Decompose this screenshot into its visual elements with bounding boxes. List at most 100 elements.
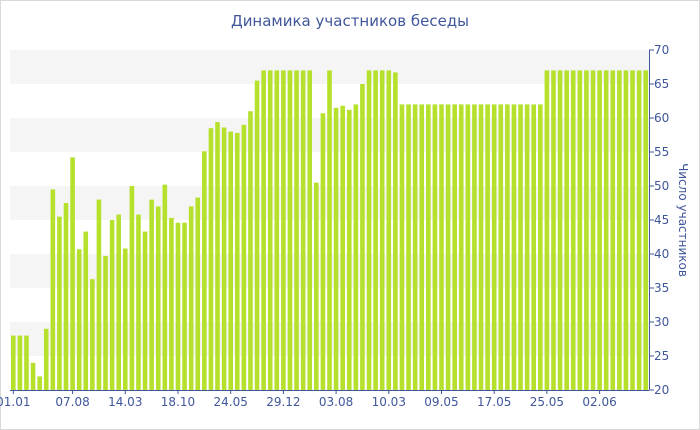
bar [267,70,273,391]
bar [234,132,240,390]
bar [485,104,490,391]
x-tick-label: 07.08 [55,395,89,409]
bar [458,104,464,391]
bar [439,104,444,391]
y-tick-label: 35 [654,281,669,295]
chart-title: Динамика участников беседы [230,12,470,30]
bar [386,70,392,391]
bar [90,279,95,390]
bar [353,104,359,391]
bar [346,109,352,390]
bar [511,104,517,391]
bar [373,70,378,391]
bar [432,104,438,391]
y-tick-label: 65 [654,77,669,91]
y-tick-label: 25 [654,349,669,363]
y-tick-label: 20 [654,383,669,397]
y-tick-label: 40 [654,247,669,261]
x-tick-label: 09.05 [424,395,458,409]
y-tick-label: 30 [654,315,669,329]
bar [50,189,56,390]
bar [445,104,451,391]
bar [564,70,569,391]
bar [544,70,550,391]
bar [577,70,583,391]
bar [57,216,62,390]
bar [43,328,49,390]
y-axis-label: Число участников [676,163,690,277]
bar [630,70,635,391]
bar [188,206,194,390]
bar [30,362,36,390]
bar [597,70,602,391]
bar [465,104,471,391]
x-tick-label: 03.08 [319,395,353,409]
x-tick-label: 01.01 [0,395,30,409]
bar [241,124,247,391]
bar [24,335,29,390]
bar [452,104,457,391]
x-tick-label: 17.05 [477,395,511,409]
bar [83,231,89,390]
bar [215,122,220,390]
bar [360,84,365,390]
bar [636,70,642,391]
bar [182,222,187,390]
bar [300,70,306,391]
bar [274,70,280,391]
bar [366,70,372,391]
bar [327,70,332,391]
bar [307,70,313,391]
bar [393,72,398,390]
bar [155,206,161,390]
bars [11,70,648,391]
bar [498,104,504,391]
bar [63,203,69,390]
y-tick-label: 45 [654,213,669,227]
bar [419,104,425,391]
y-tick-label: 60 [654,111,669,125]
bar [557,70,563,391]
bar [142,231,148,390]
bar [228,131,233,390]
bar [76,249,82,390]
bar [162,184,168,390]
x-tick-label: 24.05 [214,395,248,409]
bar [109,220,115,390]
bar [11,335,16,390]
bar [406,104,411,391]
bar [175,222,181,390]
y-tick-label: 55 [654,145,669,159]
bar [254,80,260,390]
bar [551,70,556,391]
bar [294,70,299,391]
bar [603,70,609,391]
bar [570,70,576,391]
x-tick-label: 18.10 [161,395,195,409]
y-tick-label: 50 [654,179,669,193]
bar [221,127,227,391]
bar [412,104,418,391]
bar [472,104,477,391]
bar [524,104,530,391]
bar [320,113,326,391]
bar [379,70,385,391]
bar [399,104,405,391]
bar [202,151,207,390]
bar [281,70,286,391]
bar [70,157,75,390]
bar [103,256,108,390]
bar [37,376,42,390]
bar [287,70,293,391]
x-tick-label: 25.05 [530,395,564,409]
y-tick-labels: 20 25 30 35 40 45 50 55 60 65 70 [654,43,669,397]
x-tick-label: 02.06 [582,395,616,409]
bar [261,70,266,391]
bar [17,335,23,390]
bar [505,104,510,391]
bar [531,104,537,391]
x-tick-label: 10.03 [372,395,406,409]
bar [610,70,616,391]
bar [116,214,121,390]
